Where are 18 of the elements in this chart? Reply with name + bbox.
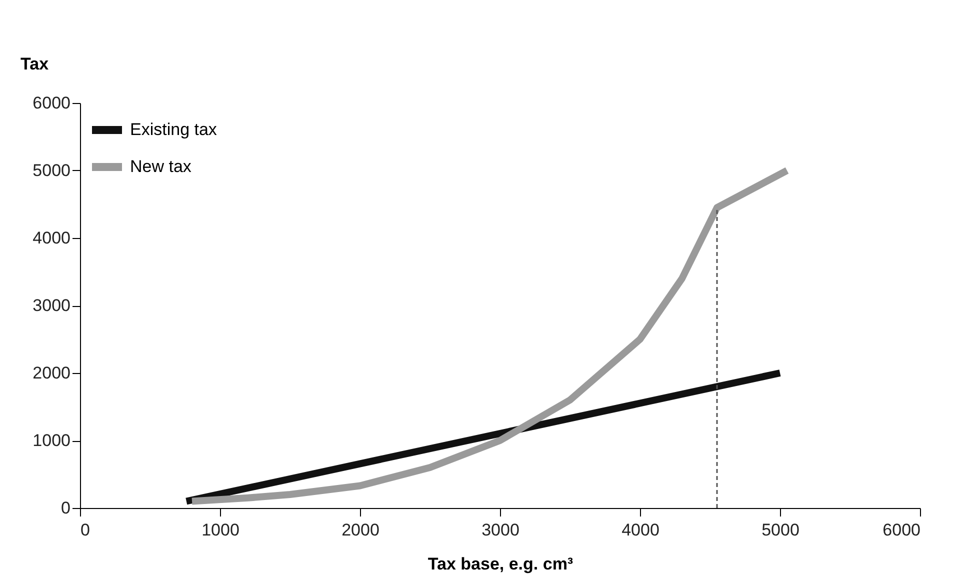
- x-tick-label: 5000: [762, 520, 800, 540]
- x-axis-title: Tax base, e.g. cm³: [428, 554, 574, 574]
- x-tick-label: 0: [80, 520, 90, 540]
- y-tick-label: 1000: [32, 431, 70, 450]
- x-tick-label: 2000: [342, 520, 380, 540]
- legend-label: Existing tax: [130, 120, 218, 139]
- y-tick-label: 4000: [32, 228, 70, 248]
- y-tick-label: 6000: [32, 94, 70, 112]
- x-tick-label: 1000: [202, 520, 240, 540]
- x-tick-label: 6000: [882, 520, 920, 540]
- x-tick-label: 3000: [482, 520, 520, 540]
- legend-label: New tax: [130, 157, 192, 176]
- y-tick-label: 2000: [32, 364, 70, 382]
- y-axis-title: Tax: [20, 54, 50, 74]
- y-tick-label: 0: [61, 498, 70, 518]
- y-tick-label: 3000: [32, 296, 70, 315]
- y-tick-label: 5000: [32, 161, 70, 180]
- x-tick-label: 4000: [622, 520, 660, 540]
